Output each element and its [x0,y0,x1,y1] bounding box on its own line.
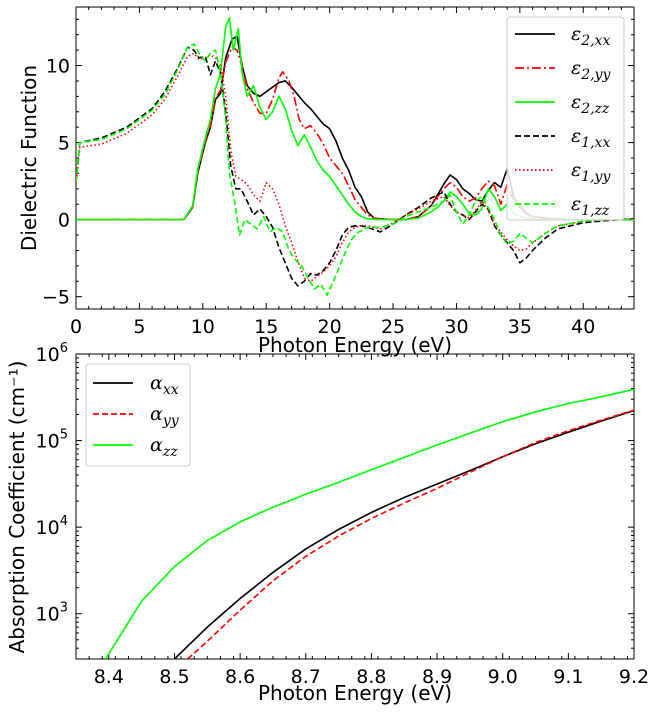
top-series-line [76,43,634,296]
top-legend-label: ε1,zz [571,193,610,219]
bottom-y-tick-label: 104 [36,514,68,539]
bottom-y-axis-title-text: Absorption Coefficient (cm⁻¹) [5,361,29,654]
top-x-tick-label: 15 [254,316,278,338]
bottom-x-tick-label: 8.4 [94,666,124,688]
top-legend-label-base: ε [571,91,581,113]
top-legend-label-sub: 1,zz [581,203,610,219]
bottom-series-lines [104,388,634,659]
bottom-x-tick-label: 8.9 [422,666,452,688]
bottom-y-tick-label: 103 [36,601,68,626]
top-x-tick-label: 40 [571,316,595,338]
top-series-line [76,46,634,221]
top-x-tick-label: 0 [70,316,82,338]
bottom-y-tick-base: 10 [36,517,60,539]
bottom-x-tick-label: 8.5 [159,666,189,688]
bottom-x-tick-label: 9.1 [553,666,583,688]
absorption-coefficient-panel: 8.4 8.5 8.6 8.7 8.8 8.9 9.0 9.1 9.2103104105106 … [5,341,649,705]
top-x-tick-label: 20 [318,316,342,338]
bottom-y-tick-base: 10 [36,604,60,626]
top-legend-label-base: ε [571,57,581,79]
top-series-lines [76,16,634,296]
top-series-line [76,35,634,221]
bottom-x-axis-title: Photon Energy (eV) [258,681,452,705]
bottom-legend-label: αyy [150,403,180,429]
top-legend-label-base: ε [571,193,581,215]
bottom-legend-label: αxx [150,372,179,398]
bottom-x-tick-label: 8.8 [356,666,386,688]
bottom-x-tick-label: 9.0 [488,666,518,688]
bottom-y-tick-exp: 4 [60,514,68,529]
top-x-tick-label: 5 [133,316,145,338]
bottom-y-tick-exp: 5 [60,428,68,443]
top-legend-label-base: ε [571,125,581,147]
bottom-legend-label-base: α [150,434,163,456]
bottom-plot-frame [75,353,635,660]
top-legend-label: ε1,yy [571,159,611,185]
bottom-y-tick-exp: 6 [60,341,68,356]
bottom-legend-box [85,363,191,467]
bottom-y-tick-label: 106 [36,341,68,366]
bottom-x-tick-label: 8.6 [225,666,255,688]
bottom-x-tick-label: 8.7 [291,666,321,688]
top-y-tick-label: 5 [58,133,70,155]
top-legend-label: ε2,yy [571,57,611,83]
top-x-tick-label: 35 [508,316,532,338]
bottom-legend-label-base: α [150,372,163,394]
top-series-line [76,16,634,221]
bottom-legend-label-base: α [150,403,163,425]
bottom-legend-label-sub: zz [162,444,178,460]
top-legend-label-sub: 2,zz [580,101,610,117]
top-legend-label-sub: 1,yy [581,169,611,185]
top-y-tick-label: −5 [42,287,70,309]
top-x-axis-title: Photon Energy (eV) [258,333,452,357]
bottom-y-tick-label: 105 [36,428,68,453]
top-legend-label: ε2,zz [571,91,610,117]
top-legend-label-sub: 1,xx [581,135,610,151]
top-y-axis-title: Dielectric Function [17,65,41,251]
top-y-tick-label: 0 [58,210,70,232]
top-legend-label-base: ε [571,159,581,181]
top-legend-label: ε1,xx [571,125,610,151]
bottom-y-tick-base: 10 [36,344,60,366]
bottom-series-line [104,388,634,659]
bottom-y-tick-exp: 3 [60,601,68,616]
bottom-legend-label-sub: xx [163,382,179,398]
bottom-x-tick-label: 9.2 [619,666,649,688]
bottom-y-tick-base: 10 [36,431,60,453]
top-legend-label-sub: 2,yy [580,67,611,83]
top-x-tick-label: 30 [444,316,468,338]
top-y-tick-label: 10 [46,56,70,78]
bottom-series-line [173,409,634,659]
top-x-tick-label: 10 [191,316,215,338]
top-legend-label-base: ε [571,23,581,45]
bottom-legend-label: αzz [150,434,178,460]
bottom-legend-label-sub: yy [162,413,180,429]
top-legend-label: ε2,xx [571,23,610,49]
bottom-y-axis-title: Absorption Coefficient (cm⁻¹) [5,361,29,654]
top-legend-label-sub: 2,xx [580,33,610,49]
bottom-series-line [187,409,634,659]
top-x-tick-label: 25 [381,316,405,338]
